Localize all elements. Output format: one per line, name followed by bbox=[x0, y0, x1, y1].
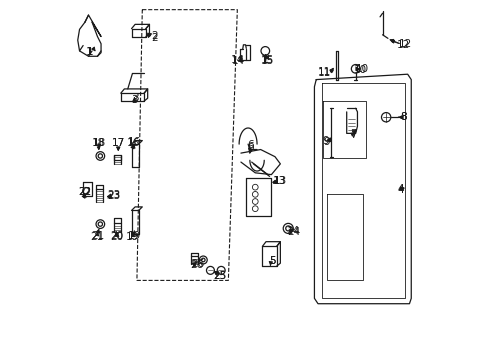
Text: 24: 24 bbox=[286, 226, 299, 236]
Text: 25: 25 bbox=[213, 271, 226, 281]
Text: 16: 16 bbox=[127, 138, 141, 147]
Text: 21: 21 bbox=[91, 231, 104, 241]
Text: 26: 26 bbox=[190, 260, 203, 270]
Text: 8: 8 bbox=[399, 112, 406, 122]
Text: 11: 11 bbox=[317, 68, 330, 78]
Text: 22: 22 bbox=[78, 187, 91, 197]
Text: 19: 19 bbox=[126, 232, 139, 242]
Text: 14: 14 bbox=[232, 55, 245, 66]
Text: 6: 6 bbox=[247, 140, 254, 150]
Text: 4: 4 bbox=[396, 185, 403, 195]
Text: 4: 4 bbox=[396, 184, 403, 194]
Text: 17: 17 bbox=[111, 139, 124, 148]
Text: 7: 7 bbox=[350, 130, 356, 139]
Text: 3: 3 bbox=[131, 95, 138, 105]
Text: 9: 9 bbox=[322, 137, 329, 147]
Text: 13: 13 bbox=[272, 176, 285, 186]
Text: 9: 9 bbox=[322, 136, 328, 146]
Text: 21: 21 bbox=[90, 232, 103, 242]
Text: 10: 10 bbox=[353, 64, 366, 75]
Text: 2: 2 bbox=[151, 31, 158, 41]
Text: 10: 10 bbox=[356, 64, 368, 74]
Text: 1: 1 bbox=[87, 46, 93, 57]
Text: 22: 22 bbox=[79, 187, 92, 197]
Text: 14: 14 bbox=[231, 54, 244, 64]
Text: 23: 23 bbox=[107, 190, 120, 200]
Text: 20: 20 bbox=[110, 231, 123, 241]
Text: 12: 12 bbox=[396, 40, 409, 50]
Text: 25: 25 bbox=[212, 271, 225, 281]
Text: 20: 20 bbox=[110, 232, 123, 242]
Text: 18: 18 bbox=[92, 139, 105, 148]
Text: 17: 17 bbox=[111, 139, 124, 148]
Text: 16: 16 bbox=[127, 139, 140, 148]
Text: 2: 2 bbox=[150, 33, 157, 42]
Text: 23: 23 bbox=[107, 191, 120, 201]
Text: 15: 15 bbox=[260, 55, 273, 65]
Text: 15: 15 bbox=[261, 55, 274, 66]
Text: 18: 18 bbox=[92, 138, 106, 148]
Text: 19: 19 bbox=[127, 231, 141, 241]
Text: 6: 6 bbox=[247, 141, 254, 152]
Text: 13: 13 bbox=[273, 176, 286, 186]
Text: 11: 11 bbox=[318, 67, 331, 77]
Text: 24: 24 bbox=[286, 227, 300, 237]
Text: 5: 5 bbox=[268, 256, 275, 266]
Text: 7: 7 bbox=[349, 130, 356, 140]
Text: 8: 8 bbox=[400, 112, 406, 122]
Text: 26: 26 bbox=[191, 259, 204, 269]
Text: 5: 5 bbox=[268, 256, 275, 266]
Text: 12: 12 bbox=[398, 40, 411, 49]
Text: 1: 1 bbox=[86, 46, 93, 57]
Text: 3: 3 bbox=[132, 93, 139, 103]
